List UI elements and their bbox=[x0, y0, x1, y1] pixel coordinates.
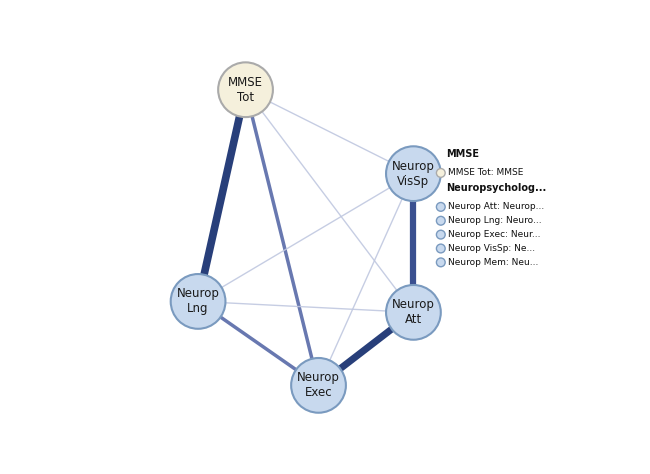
Text: MMSE
Tot: MMSE Tot bbox=[228, 76, 263, 104]
Text: Neurop
VisSp: Neurop VisSp bbox=[392, 160, 435, 188]
Text: Neurop
Exec: Neurop Exec bbox=[297, 371, 340, 400]
Text: Neurop
Lng: Neurop Lng bbox=[177, 287, 220, 315]
Circle shape bbox=[436, 169, 445, 177]
Circle shape bbox=[291, 358, 346, 413]
Text: MMSE Tot: MMSE: MMSE Tot: MMSE bbox=[448, 168, 523, 177]
Circle shape bbox=[171, 274, 226, 329]
Circle shape bbox=[436, 202, 445, 211]
Circle shape bbox=[386, 146, 441, 201]
Circle shape bbox=[386, 285, 441, 340]
Text: Neurop Lng: Neuro...: Neurop Lng: Neuro... bbox=[448, 216, 541, 225]
Text: Neuropsycholog...: Neuropsycholog... bbox=[447, 183, 547, 193]
Circle shape bbox=[436, 258, 445, 267]
Text: Neurop Att: Neurop...: Neurop Att: Neurop... bbox=[448, 202, 544, 211]
Text: Neurop Mem: Neu...: Neurop Mem: Neu... bbox=[448, 258, 538, 267]
Circle shape bbox=[436, 216, 445, 225]
Text: Neurop VisSp: Ne...: Neurop VisSp: Ne... bbox=[448, 244, 535, 253]
Circle shape bbox=[436, 244, 445, 253]
Circle shape bbox=[436, 230, 445, 239]
Circle shape bbox=[218, 63, 273, 117]
Text: Neurop Exec: Neur...: Neurop Exec: Neur... bbox=[448, 230, 541, 239]
Text: MMSE: MMSE bbox=[447, 149, 479, 159]
Text: Neurop
Att: Neurop Att bbox=[392, 298, 435, 327]
